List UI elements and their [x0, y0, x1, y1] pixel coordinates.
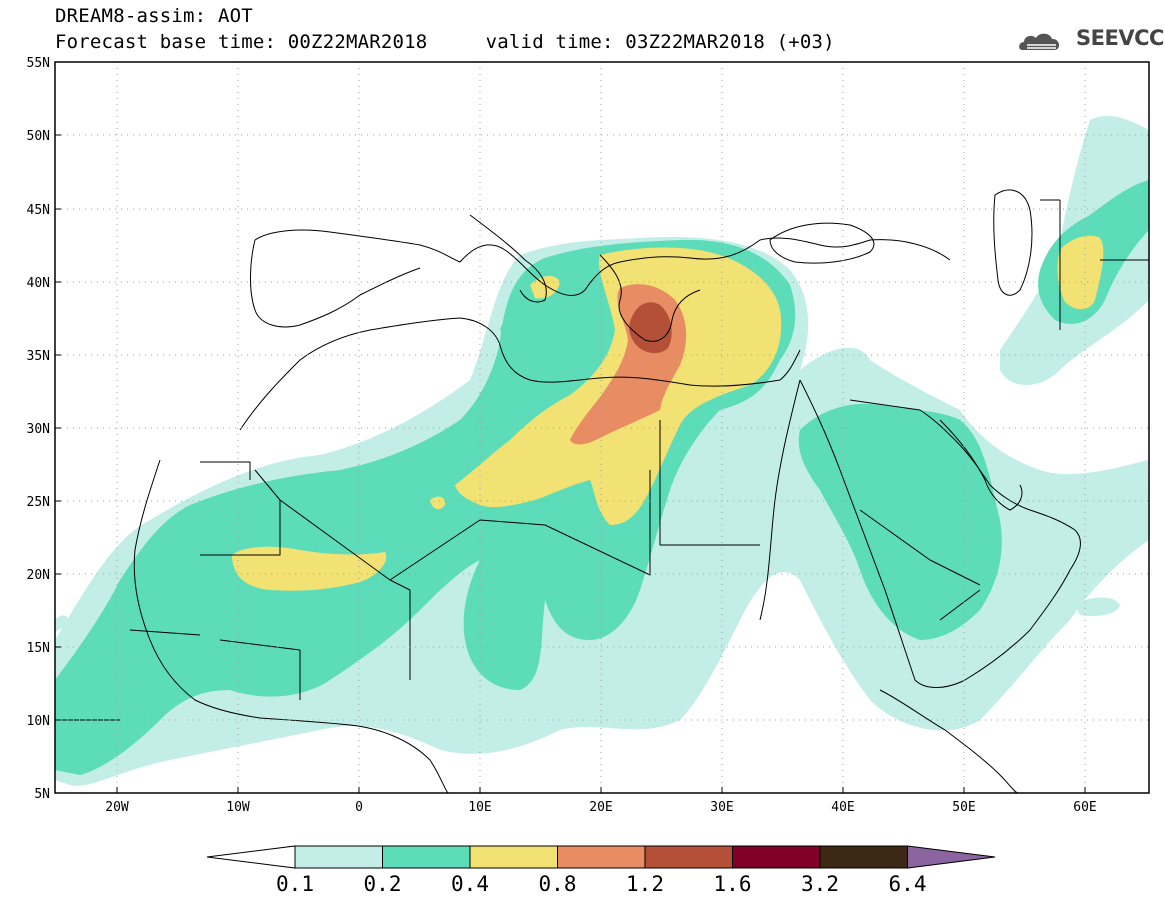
logo-text: SEEVCCC [1076, 26, 1165, 50]
colorbar-swatch [732, 845, 821, 869]
lat-label: 25N [27, 495, 50, 510]
grid-lines [55, 62, 1149, 793]
colorbar-swatch [382, 845, 471, 869]
colorbar-low-arrow [206, 845, 296, 869]
aot-contours [55, 115, 1149, 786]
coastlines [55, 189, 1149, 793]
lat-label: 35N [27, 349, 50, 364]
colorbar-label: 0.4 [451, 872, 489, 896]
lat-label: 55N [27, 56, 50, 71]
map-title: DREAM8-assim: AOT [55, 5, 253, 27]
lon-label: 10E [468, 800, 491, 815]
colorbar-label: 3.2 [801, 872, 839, 896]
lat-axis-labels: 55N 50N 45N 40N 35N 30N 25N 20N 15N 10N … [27, 56, 50, 802]
colorbar-label: 0.8 [539, 872, 577, 896]
colorbar [206, 845, 996, 869]
colorbar-label: 6.4 [889, 872, 927, 896]
colorbar-swatch [644, 845, 733, 869]
lon-label: 60E [1073, 800, 1096, 815]
lat-label: 30N [27, 422, 50, 437]
map-subtitle-times: Forecast base time: 00Z22MAR2018 valid t… [55, 31, 835, 53]
colorbar-label: 0.2 [364, 872, 402, 896]
lat-label: 10N [27, 714, 50, 729]
lon-label: 20E [589, 800, 612, 815]
lon-label: 10W [226, 800, 250, 815]
colorbar-swatch [557, 845, 646, 869]
aot-level-1.2 [629, 302, 672, 354]
colorbar-label: 1.6 [714, 872, 752, 896]
lon-axis-labels: 20W 10W 0 10E 20E 30E 40E 50E 60E [105, 800, 1096, 815]
lat-label: 15N [27, 641, 50, 656]
colorbar-swatch [819, 845, 908, 869]
lat-label: 5N [34, 787, 50, 802]
tick-marks [55, 61, 1086, 794]
lat-label: 45N [27, 203, 50, 218]
lon-label: 40E [831, 800, 854, 815]
lat-label: 40N [27, 276, 50, 291]
lon-label: 30E [710, 800, 733, 815]
colorbar-swatch [294, 845, 383, 869]
lon-label: 0 [355, 800, 363, 815]
colorbar-swatch [469, 845, 558, 869]
lat-label: 20N [27, 568, 50, 583]
colorbar-labels: 0.1 0.2 0.4 0.8 1.2 1.6 3.2 6.4 [276, 872, 926, 896]
lon-label: 20W [105, 800, 129, 815]
colorbar-high-arrow [907, 845, 996, 869]
lat-label: 50N [27, 129, 50, 144]
colorbar-label: 0.1 [276, 872, 314, 896]
lon-label: 50E [952, 800, 975, 815]
colorbar-label: 1.2 [626, 872, 664, 896]
cloud-icon [1019, 33, 1060, 50]
